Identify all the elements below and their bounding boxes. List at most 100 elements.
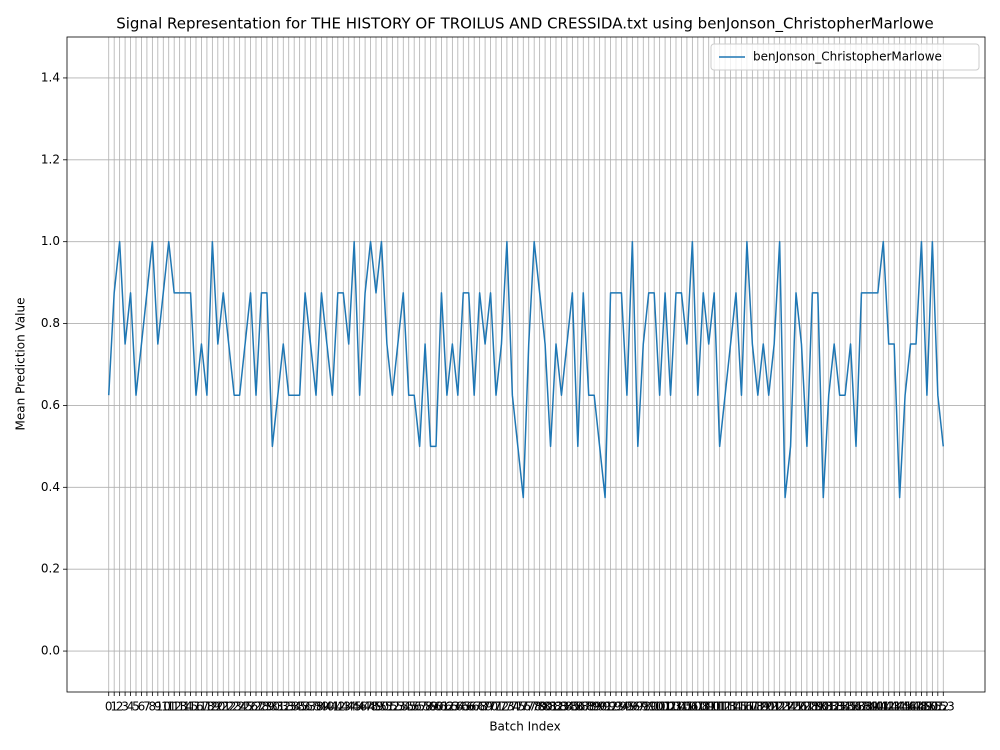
- x-tick-label: 45: [347, 700, 362, 714]
- x-tick-label: 57: [412, 700, 427, 714]
- x-tick-label: 110: [697, 700, 720, 714]
- x-tick-label: 90: [592, 700, 607, 714]
- x-tick-label: 20: [210, 700, 225, 714]
- x-tick-label: 118: [741, 700, 764, 714]
- x-tick-label: 143: [877, 700, 900, 714]
- x-tick-label: 97: [630, 700, 645, 714]
- x-tick-label: 114: [719, 700, 742, 714]
- x-tick-label: 5: [132, 700, 140, 714]
- x-tick-label: 6: [138, 700, 146, 714]
- x-tick-label: 145: [888, 700, 911, 714]
- x-tick-label: 121: [757, 700, 780, 714]
- x-tick-label: 151: [921, 700, 944, 714]
- x-tick-label: 24: [232, 700, 247, 714]
- x-tick-label: 76: [516, 700, 531, 714]
- x-tick-label: 65: [456, 700, 471, 714]
- x-tick-label: 136: [839, 700, 862, 714]
- x-tick-label: 111: [703, 700, 726, 714]
- x-tick-label: 89: [587, 700, 602, 714]
- x-tick-label: 38: [308, 700, 323, 714]
- x-tick-label: 139: [855, 700, 878, 714]
- legend-box: [710, 43, 980, 71]
- x-tick-label: 77: [521, 700, 536, 714]
- x-tick-label: 43: [336, 700, 351, 714]
- x-tick-label: 134: [828, 700, 851, 714]
- x-tick-label: 117: [735, 700, 758, 714]
- x-tick-label: 69: [477, 700, 492, 714]
- x-tick-label: 47: [357, 700, 372, 714]
- x-tick-label: 104: [665, 700, 688, 714]
- x-tick-label: 66: [461, 700, 476, 714]
- x-tick-label: 86: [570, 700, 585, 714]
- x-tick-label: 21: [216, 700, 231, 714]
- chart-title: Signal Representation for THE HISTORY OF…: [116, 15, 934, 34]
- x-tick-label: 149: [910, 700, 933, 714]
- x-tick-label: 141: [866, 700, 889, 714]
- x-tick-label: 133: [823, 700, 846, 714]
- x-tick-label: 115: [725, 700, 748, 714]
- x-tick-label: 11: [161, 700, 176, 714]
- x-tick-label: 78: [527, 700, 542, 714]
- x-tick-label: 0: [105, 700, 113, 714]
- y-axis-label: Mean Prediction Value: [14, 298, 28, 431]
- x-tick-label: 93: [608, 700, 623, 714]
- y-tick-label: 1.4: [41, 70, 60, 84]
- x-tick-label: 62: [439, 700, 454, 714]
- x-tick-label: 25: [237, 700, 252, 714]
- x-tick-label: 3: [121, 700, 129, 714]
- x-tick-label: 80: [537, 700, 552, 714]
- x-tick-label: 140: [861, 700, 884, 714]
- x-tick-label: 64: [450, 700, 465, 714]
- x-tick-label: 31: [270, 700, 285, 714]
- x-tick-label: 9: [154, 700, 162, 714]
- x-tick-label: 88: [581, 700, 596, 714]
- x-tick-label: 101: [648, 700, 671, 714]
- x-tick-label: 48: [363, 700, 378, 714]
- x-tick-label: 102: [654, 700, 677, 714]
- x-tick-label: 37: [303, 700, 318, 714]
- x-tick-label: 60: [428, 700, 443, 714]
- x-tick-label: 63: [445, 700, 460, 714]
- x-tick-label: 19: [205, 700, 220, 714]
- x-tick-label: 95: [619, 700, 634, 714]
- x-tick-label: 122: [763, 700, 786, 714]
- x-tick-label: 135: [834, 700, 857, 714]
- x-tick-label: 82: [548, 700, 563, 714]
- x-tick-label: 42: [330, 700, 345, 714]
- y-tick-label: 0.0: [41, 644, 60, 658]
- x-tick-label: 98: [636, 700, 651, 714]
- x-tick-label: 8: [149, 700, 157, 714]
- x-tick-label: 1: [110, 700, 118, 714]
- x-tick-label: 147: [899, 700, 922, 714]
- x-tick-label: 17: [194, 700, 209, 714]
- x-tick-label: 124: [774, 700, 797, 714]
- x-tick-label: 148: [905, 700, 928, 714]
- y-tick-label: 0.8: [41, 316, 60, 330]
- x-tick-label: 44: [341, 700, 356, 714]
- x-tick-label: 22: [221, 700, 236, 714]
- x-tick-label: 125: [779, 700, 802, 714]
- x-tick-label: 107: [681, 700, 704, 714]
- x-tick-label: 132: [817, 700, 840, 714]
- x-tick-label: 12: [167, 700, 182, 714]
- x-tick-label: 146: [894, 700, 917, 714]
- x-tick-label: 83: [554, 700, 569, 714]
- x-tick-label: 79: [532, 700, 547, 714]
- x-tick-label: 74: [505, 700, 520, 714]
- x-tick-label: 71: [488, 700, 503, 714]
- x-tick-label: 126: [785, 700, 808, 714]
- x-tick-label: 29: [259, 700, 274, 714]
- x-tick-label: 137: [845, 700, 868, 714]
- x-tick-label: 108: [686, 700, 709, 714]
- x-tick-label: 34: [287, 700, 302, 714]
- y-tick-label: 0.6: [41, 398, 60, 412]
- x-tick-label: 13: [172, 700, 187, 714]
- y-tick-label: 0.2: [41, 562, 60, 576]
- x-tick-label: 138: [850, 700, 873, 714]
- x-tick-label: 40: [319, 700, 334, 714]
- x-tick-label: 18: [199, 700, 214, 714]
- x-tick-label: 75: [510, 700, 525, 714]
- x-tick-label: 100: [643, 700, 666, 714]
- x-tick-label: 49: [368, 700, 383, 714]
